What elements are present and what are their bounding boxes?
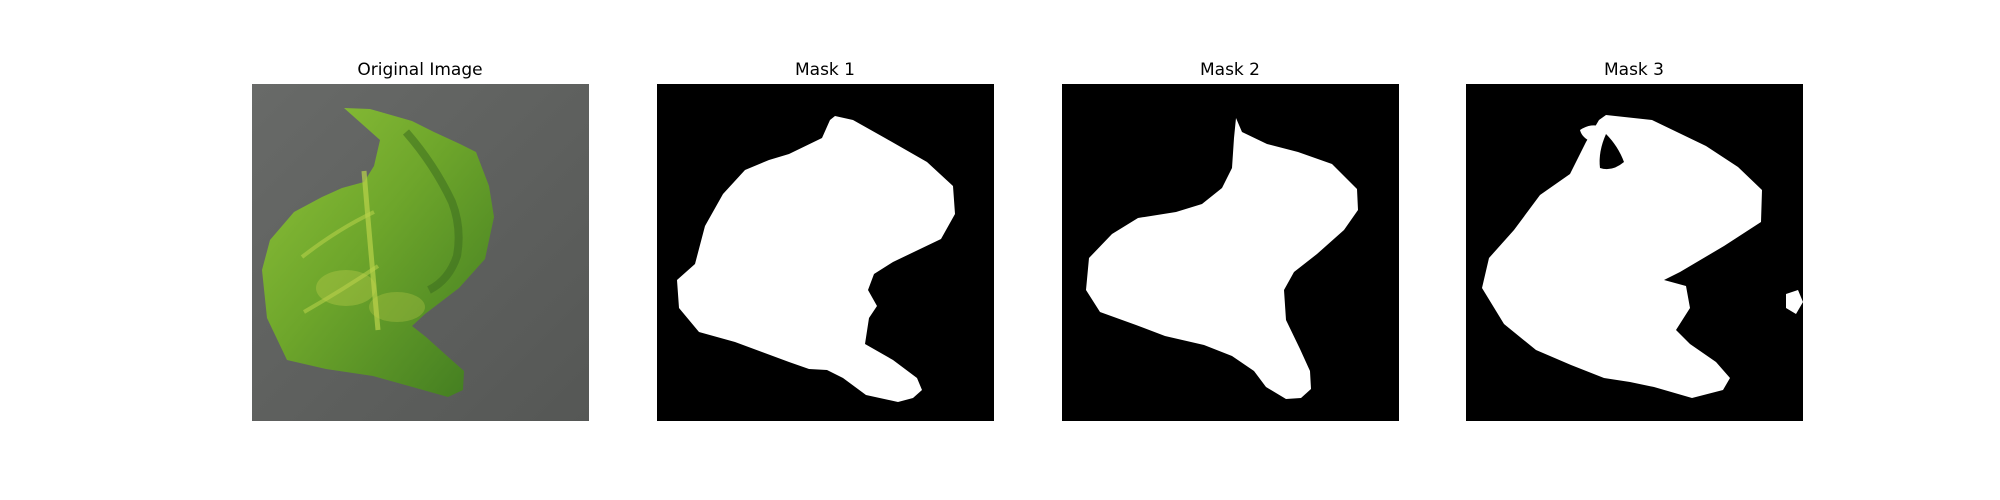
panel-title: Original Image [357, 60, 483, 80]
leaf-vein [361, 170, 381, 331]
leaf-highlight [316, 270, 376, 306]
panel-title: Mask 3 [1603, 60, 1664, 80]
mask-2-image [1062, 84, 1399, 421]
mask-1-image [657, 84, 994, 421]
mask-3-image [1466, 84, 1803, 421]
panel-original-image: Original Image [250, 58, 590, 423]
mask-hole [1599, 134, 1624, 170]
leaf-highlight [369, 292, 425, 322]
mask-region [1580, 125, 1604, 142]
panel-mask-3: Mask 3 [1464, 58, 1804, 423]
mask-region [1482, 115, 1762, 398]
mask-region [1086, 118, 1358, 399]
leaf-vein [300, 210, 375, 259]
panel-title: Mask 1 [794, 60, 855, 80]
panel-mask-2: Mask 2 [1060, 58, 1400, 423]
leaf-vein [303, 264, 380, 314]
panel-title: Mask 2 [1199, 60, 1260, 80]
original-leaf-image [252, 84, 589, 421]
mask-region [1786, 290, 1803, 314]
leaf-shadow-fold [402, 129, 463, 294]
mask-region [677, 116, 955, 402]
panel-mask-1: Mask 1 [655, 58, 995, 423]
